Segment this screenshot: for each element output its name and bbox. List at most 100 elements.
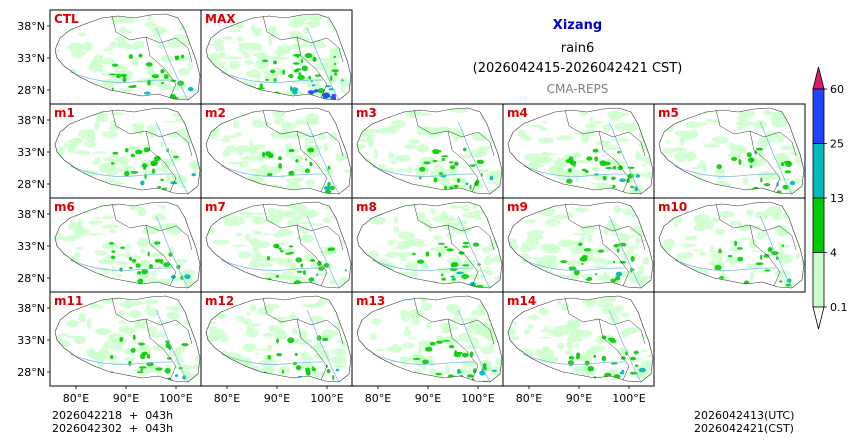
river-line [155, 121, 189, 195]
panel-m1: m1 [49, 103, 202, 199]
region-boundary [658, 201, 805, 289]
lat-tick-label: 38°N [17, 208, 45, 221]
panel-label: m8 [356, 200, 377, 214]
province-boundary [598, 224, 630, 287]
province-boundary [564, 109, 646, 157]
region-boundary [54, 201, 201, 289]
panel-label: m7 [205, 200, 226, 214]
river-line [69, 353, 173, 365]
region-boundary [54, 13, 201, 101]
panel-m6: m6 [49, 197, 202, 293]
lon-tick-label: 90°E [566, 392, 592, 405]
river-line [220, 71, 324, 83]
province-boundary [111, 109, 193, 157]
river-line [306, 121, 340, 195]
river-line [457, 309, 491, 383]
panel-m13: m13 [351, 291, 504, 387]
region-boundary [54, 295, 201, 383]
river-line [155, 215, 189, 289]
lon-tick-label: 80°E [214, 392, 240, 405]
lon-tick-label: 90°E [264, 392, 290, 405]
province-boundary [715, 109, 797, 157]
panel-label: m4 [507, 106, 528, 120]
province-boundary [715, 203, 797, 251]
province-boundary [111, 15, 193, 63]
colorbar-segment [812, 143, 825, 199]
river-line [371, 353, 475, 365]
lat-tick-label: 28°N [17, 366, 45, 379]
colorbar-segment [812, 252, 825, 308]
river-line [371, 165, 475, 177]
region-boundary [507, 295, 654, 383]
colorbar-over-arrow [812, 66, 825, 90]
river-line [457, 215, 491, 289]
province-boundary [447, 224, 479, 287]
panel-ctl: CTL [49, 9, 202, 105]
colorbar-segment [812, 197, 825, 253]
panel-label: MAX [205, 12, 236, 26]
river-line [306, 27, 340, 101]
river-line [608, 309, 642, 383]
valid-time-utc: 2026042413(UTC) [694, 409, 795, 422]
province-boundary [564, 203, 646, 251]
province-boundary [262, 203, 344, 251]
panel-label: m5 [658, 106, 679, 120]
river-line [220, 353, 324, 365]
panel-m11: m11 [49, 291, 202, 387]
panel-m2: m2 [200, 103, 353, 199]
province-boundary [447, 130, 479, 193]
province-boundary [145, 224, 177, 287]
panel-m3: m3 [351, 103, 504, 199]
province-boundary [145, 130, 177, 193]
province-boundary [413, 109, 495, 157]
province-boundary [262, 297, 344, 345]
region-boundary [507, 107, 654, 195]
river-line [759, 121, 793, 195]
river-line [306, 215, 340, 289]
panel-label: m9 [507, 200, 528, 214]
panel-frame [502, 291, 655, 387]
panel-max: MAX [200, 9, 353, 105]
panel-label: m6 [54, 200, 75, 214]
region-boundary [205, 107, 352, 195]
panel-label: m12 [205, 294, 234, 308]
lat-tick-label: 33°N [17, 334, 45, 347]
panel-m12: m12 [200, 291, 353, 387]
province-boundary [145, 36, 177, 99]
province-boundary [413, 297, 495, 345]
river-line [673, 165, 777, 177]
lon-tick-label: 80°E [365, 392, 391, 405]
region-boundary [507, 201, 654, 289]
river-line [155, 309, 189, 383]
colorbar-level-label: 60 [830, 83, 844, 96]
river-line [457, 121, 491, 195]
province-boundary [447, 318, 479, 381]
panel-m4: m4 [502, 103, 655, 199]
region-boundary [54, 107, 201, 195]
valid-time-footer: 2026042413(UTC) 2026042421(CST) [694, 409, 794, 435]
lon-tick-label: 90°E [113, 392, 139, 405]
valid-time-cst: 2026042421(CST) [694, 422, 794, 435]
panel-m7: m7 [200, 197, 353, 293]
province-boundary [145, 318, 177, 381]
panel-background [50, 198, 201, 292]
river-line [69, 165, 173, 177]
panel-label: m11 [54, 294, 83, 308]
province-boundary [598, 318, 630, 381]
river-line [69, 71, 173, 83]
panel-label: CTL [54, 12, 79, 26]
region-boundary [205, 201, 352, 289]
figure-title: Xizang [552, 18, 603, 33]
river-line [759, 215, 793, 289]
lat-tick-label: 38°N [17, 302, 45, 315]
colorbar-level-label: 4 [830, 247, 837, 260]
ticks-layer: 38°N 33°N 28°N 38°N 33°N 28°N 38°N 33°N 28°N 38°N… [17, 20, 646, 405]
panel-label: m14 [507, 294, 536, 308]
lat-tick-label: 38°N [17, 20, 45, 33]
province-boundary [598, 130, 630, 193]
lon-tick-label: 100°E [612, 392, 645, 405]
panel-frame [653, 197, 806, 293]
river-line [155, 27, 189, 101]
region-boundary [356, 107, 503, 195]
